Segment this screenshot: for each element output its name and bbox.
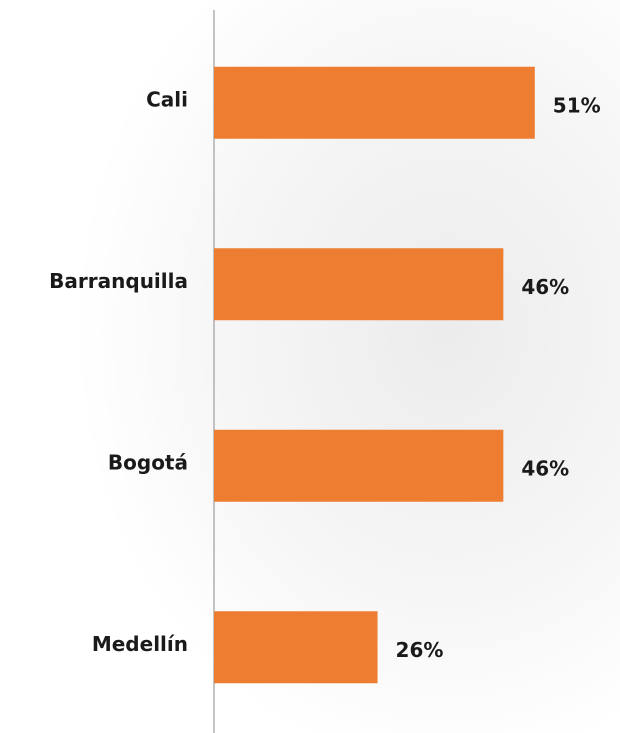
category-label: Bogotá bbox=[108, 450, 188, 474]
data-label: 46% bbox=[521, 275, 569, 299]
data-label: 51% bbox=[553, 93, 601, 117]
bar bbox=[214, 611, 378, 684]
category-label: Barranquilla bbox=[49, 269, 188, 293]
data-label: 26% bbox=[396, 638, 444, 662]
data-label: 46% bbox=[521, 456, 569, 480]
category-label: Medellín bbox=[92, 632, 188, 656]
bar bbox=[214, 66, 535, 139]
bar bbox=[214, 248, 504, 321]
category-label: Cali bbox=[146, 87, 188, 111]
bar bbox=[214, 429, 504, 502]
